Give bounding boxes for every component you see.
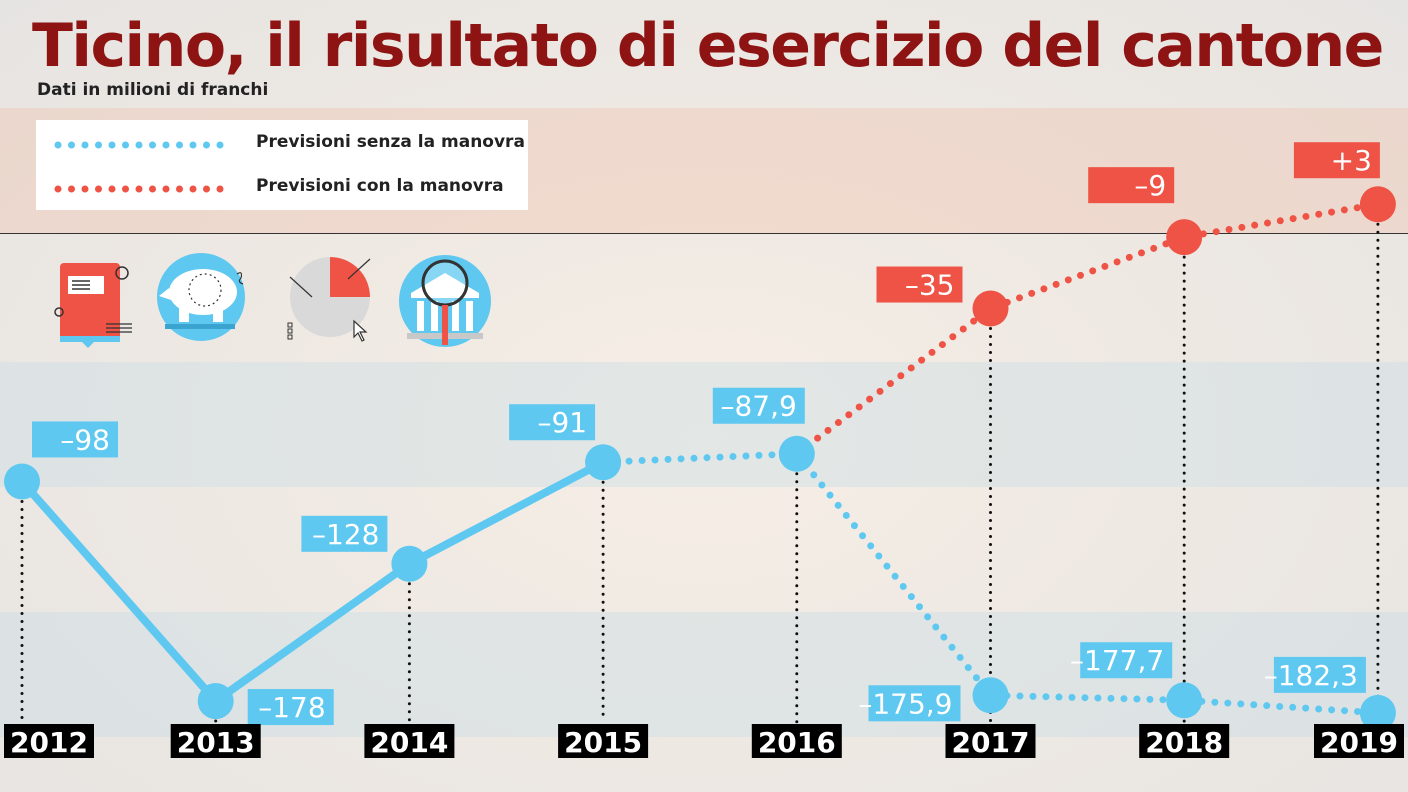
x-tick-label-2013: 2013 <box>177 726 255 759</box>
marker-2018-s2 <box>1166 219 1203 256</box>
value-label-2017-s1: –175,9 <box>858 687 952 720</box>
marker-2018-s1 <box>1166 682 1203 719</box>
value-box-2016-s1 <box>712 387 805 424</box>
value-label-2013-s0: –178 <box>258 691 325 724</box>
legend: Previsioni senza la manovra Previsioni c… <box>36 120 528 210</box>
value-label-2019-s2: +3 <box>1331 144 1372 177</box>
x-tick-label-2019: 2019 <box>1320 726 1398 759</box>
year-box-2017 <box>945 724 1036 758</box>
value-box-2018-s1 <box>1080 642 1173 679</box>
value-box-2017-s2 <box>876 266 963 303</box>
x-tick-label-2016: 2016 <box>758 726 836 759</box>
value-label-2019-s1: –182,3 <box>1264 659 1358 692</box>
x-tick-label-2014: 2014 <box>370 726 448 759</box>
book-icon <box>54 263 132 348</box>
year-box-2018 <box>1139 724 1230 758</box>
year-box-2012 <box>4 724 94 758</box>
marker-2019-s1 <box>1359 694 1396 731</box>
legend-item-senza: Previsioni senza la manovra <box>36 128 528 158</box>
chart-subtitle: Dati in milioni di franchi <box>37 80 269 100</box>
legend-swatch-red-dotted <box>54 185 232 193</box>
legend-label-con: Previsioni con la manovra <box>256 176 504 196</box>
x-tick-label-2018: 2018 <box>1145 726 1223 759</box>
legend-label-senza: Previsioni senza la manovra <box>256 132 525 152</box>
middle-band <box>0 362 1408 487</box>
legend-swatch-blue-dotted <box>54 141 232 149</box>
pie-chart-icon <box>287 257 371 342</box>
marker-2015-s0 <box>585 444 622 481</box>
marker-2017-s1 <box>972 677 1009 714</box>
x-tick-label-2017: 2017 <box>952 726 1030 759</box>
marker-2014-s0 <box>391 545 428 582</box>
value-label-2016-s1: –87,9 <box>720 390 796 423</box>
marker-2017-s2 <box>972 290 1009 327</box>
value-box-2012-s0 <box>32 421 118 458</box>
value-box-2014-s0 <box>301 515 388 552</box>
value-label-2018-s1: –177,7 <box>1070 644 1164 677</box>
series-line-2 <box>793 200 1382 458</box>
year-box-2015 <box>558 724 649 758</box>
value-box-2015-s0 <box>509 404 596 441</box>
bank-magnifier-icon <box>399 255 491 347</box>
value-label-2012-s0: –98 <box>60 423 110 456</box>
value-box-2013-s0 <box>247 689 334 726</box>
x-tick-label-2015: 2015 <box>564 726 642 759</box>
year-box-2013 <box>170 724 261 758</box>
piggy-bank-icon <box>157 253 245 341</box>
value-box-2019-s2 <box>1293 142 1380 179</box>
zero-divider-line <box>0 233 1408 234</box>
value-label-2018-s2: –9 <box>1134 169 1166 202</box>
value-box-2018-s2 <box>1088 167 1175 204</box>
lower-band <box>0 612 1408 737</box>
value-box-2017-s1 <box>868 685 961 722</box>
year-box-2019 <box>1314 724 1404 758</box>
value-box-2019-s1 <box>1273 656 1366 693</box>
chart-title: Ticino, il risultato di esercizio del ca… <box>32 11 1384 81</box>
legend-item-con: Previsioni con la manovra <box>36 172 528 202</box>
marker-2016-s1 <box>778 435 815 472</box>
marker-2019-s2 <box>1359 186 1396 223</box>
series-line-0 <box>18 458 608 706</box>
value-label-2015-s0: –91 <box>537 406 587 439</box>
value-label-2014-s0: –128 <box>312 518 379 551</box>
x-tick-label-2012: 2012 <box>10 726 88 759</box>
value-label-2017-s2: –35 <box>905 269 955 302</box>
marker-2012-s0 <box>4 463 40 500</box>
marker-2013-s0 <box>197 683 234 720</box>
year-box-2014 <box>364 724 455 758</box>
year-box-2016 <box>751 724 842 758</box>
